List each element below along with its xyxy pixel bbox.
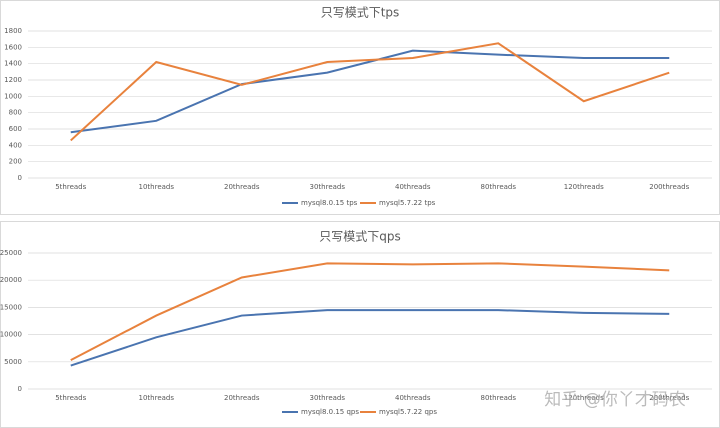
- series-line: [70, 309, 670, 367]
- x-tick-label: 200threads: [649, 183, 689, 191]
- x-tick-label: 200threads: [649, 394, 689, 402]
- y-tick-label: 25000: [0, 249, 22, 257]
- y-tick-label: 15000: [0, 303, 22, 311]
- panel: [0, 221, 720, 428]
- y-tick-label: 1200: [4, 76, 22, 84]
- x-tick-label: 30threads: [310, 394, 346, 402]
- y-tick-label: 10000: [0, 331, 22, 339]
- legend-label: mysql8.0.15 qps: [301, 408, 359, 416]
- y-tick-label: 0: [18, 174, 22, 182]
- legend-label: mysql5.7.22 qps: [379, 408, 437, 416]
- y-tick-label: 0: [18, 385, 22, 393]
- chart-title: 只写模式下tps: [321, 6, 400, 20]
- y-tick-label: 20000: [0, 276, 22, 284]
- x-tick-label: 80threads: [481, 183, 517, 191]
- chart-title: 只写模式下qps: [319, 230, 401, 244]
- x-tick-label: 10threads: [139, 183, 175, 191]
- y-tick-label: 1400: [4, 60, 22, 68]
- y-tick-label: 200: [9, 158, 22, 166]
- y-tick-label: 1600: [4, 43, 22, 51]
- x-tick-label: 80threads: [481, 394, 517, 402]
- x-tick-label: 120threads: [564, 183, 604, 191]
- x-tick-label: 20threads: [224, 183, 260, 191]
- x-tick-label: 40threads: [395, 394, 431, 402]
- x-tick-label: 40threads: [395, 183, 431, 191]
- x-tick-label: 10threads: [139, 394, 175, 402]
- x-tick-label: 20threads: [224, 394, 260, 402]
- legend-label: mysql8.0.15 tps: [301, 199, 358, 207]
- y-tick-label: 5000: [4, 358, 22, 366]
- series-line: [70, 49, 670, 134]
- watermark: 知乎 @你丫才码农: [544, 390, 685, 410]
- x-tick-label: 30threads: [310, 183, 346, 191]
- x-tick-label: 5threads: [55, 183, 86, 191]
- y-tick-label: 600: [9, 125, 22, 133]
- legend-label: mysql5.7.22 tps: [379, 199, 436, 207]
- y-tick-label: 1800: [4, 27, 22, 35]
- y-tick-label: 1000: [4, 92, 22, 100]
- y-tick-label: 400: [9, 141, 22, 149]
- panel: [0, 0, 720, 215]
- series-line: [70, 262, 670, 362]
- x-tick-label: 120threads: [564, 394, 604, 402]
- y-tick-label: 800: [9, 109, 22, 117]
- series-line: [70, 42, 670, 142]
- x-tick-label: 5threads: [55, 394, 86, 402]
